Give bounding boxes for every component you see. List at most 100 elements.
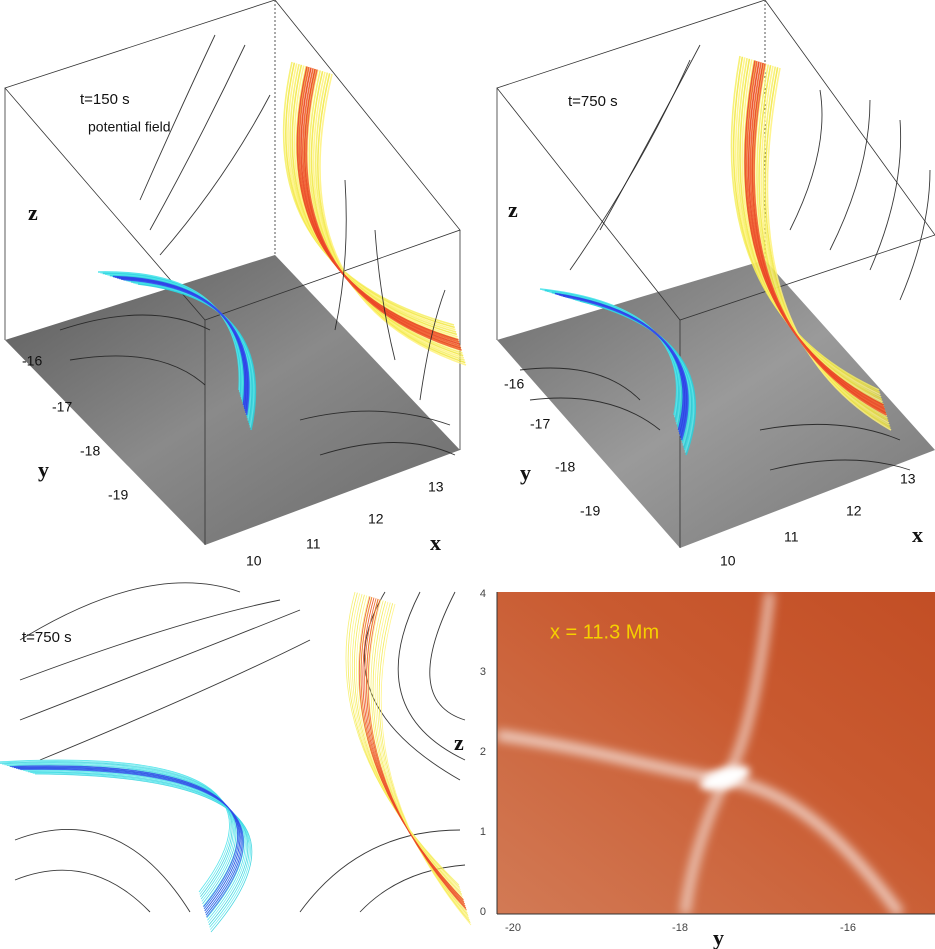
field-line bbox=[19, 768, 244, 918]
y-tick-label: -19 bbox=[108, 487, 128, 503]
field-line bbox=[319, 73, 467, 366]
z-tick-label: 1 bbox=[480, 826, 486, 838]
x-tick-label: 10 bbox=[246, 553, 262, 569]
field-line bbox=[769, 459, 911, 471]
y-label: y bbox=[38, 457, 49, 482]
x-tick-label: 12 bbox=[368, 511, 384, 527]
y-tick-label: -18 bbox=[80, 443, 100, 459]
field-line bbox=[529, 397, 661, 431]
floor bbox=[497, 260, 935, 548]
field-line bbox=[564, 295, 689, 441]
field-line bbox=[349, 593, 461, 890]
annotation: x = 11.3 Mm bbox=[550, 621, 659, 643]
field-line bbox=[305, 69, 462, 351]
time-label: t=150 s bbox=[80, 91, 130, 108]
panel-4: x = 11.3 Mm z y 0 1 2 3 4 -20 -18 -16 bbox=[454, 588, 935, 949]
field-line bbox=[59, 314, 211, 331]
field-line bbox=[739, 58, 883, 401]
field-line bbox=[753, 63, 887, 416]
field-line bbox=[366, 598, 467, 909]
z-label: z bbox=[454, 730, 464, 755]
field-line bbox=[764, 67, 891, 429]
field-line bbox=[362, 597, 465, 905]
z-tick-label: 3 bbox=[480, 666, 486, 678]
field-line bbox=[14, 829, 191, 913]
field-line bbox=[319, 442, 456, 456]
z-label: z bbox=[508, 197, 518, 222]
field-line bbox=[380, 603, 472, 926]
panel-2: t=750 s z y x -16 -17 -18 -19 10 11 12 1… bbox=[496, 0, 935, 569]
y-tick-label: -17 bbox=[530, 416, 550, 432]
field-line bbox=[569, 59, 691, 271]
box-top bbox=[496, 0, 935, 321]
z-tick-label: 4 bbox=[480, 588, 486, 600]
field-line bbox=[0, 761, 233, 897]
field-line bbox=[364, 598, 466, 907]
current-sheets bbox=[497, 592, 905, 914]
field-line bbox=[374, 229, 396, 361]
field-line bbox=[376, 602, 470, 921]
x-label: x bbox=[430, 530, 441, 555]
field-line bbox=[14, 869, 151, 913]
time-label: t=750 s bbox=[22, 629, 72, 646]
z-label: z bbox=[28, 200, 38, 225]
note: potential field bbox=[88, 119, 171, 135]
field-line bbox=[354, 594, 463, 895]
field-line bbox=[299, 410, 451, 426]
y-tick-label: -16 bbox=[840, 922, 856, 934]
field-line bbox=[579, 300, 696, 456]
field-line bbox=[429, 591, 466, 721]
field-line bbox=[360, 596, 465, 903]
field-line bbox=[370, 600, 468, 914]
field-line bbox=[759, 423, 901, 441]
field-line bbox=[374, 601, 470, 919]
field-line bbox=[299, 829, 461, 913]
x-tick-label: 13 bbox=[428, 479, 444, 495]
field-line bbox=[758, 65, 889, 422]
field-line bbox=[599, 44, 701, 231]
panel-1: t=150 s potential field z y x -16 -17 -1… bbox=[4, 0, 467, 569]
field-line bbox=[869, 119, 902, 271]
y-label: y bbox=[713, 925, 724, 949]
field-line bbox=[789, 89, 823, 231]
field-line bbox=[372, 601, 469, 916]
x-tick-label: 13 bbox=[900, 471, 916, 487]
x-label: x bbox=[912, 522, 923, 547]
x-tick-label: 10 bbox=[720, 553, 736, 569]
field-line bbox=[139, 34, 216, 201]
z-tick-label: 2 bbox=[480, 746, 486, 758]
field-line bbox=[19, 609, 301, 721]
field-line bbox=[19, 582, 241, 641]
field-line bbox=[159, 94, 271, 256]
field-line bbox=[334, 179, 347, 331]
field-line bbox=[137, 283, 257, 431]
field-line bbox=[315, 72, 465, 362]
field-bundle bbox=[97, 61, 467, 431]
field-line bbox=[122, 278, 250, 416]
field-line bbox=[359, 864, 466, 913]
x-tick-label: 11 bbox=[784, 529, 799, 545]
y-tick-label: -17 bbox=[52, 399, 72, 415]
field-bundle bbox=[539, 55, 892, 456]
field-lines bbox=[59, 34, 456, 456]
y-label: y bbox=[520, 460, 531, 485]
field-line bbox=[397, 591, 466, 761]
field-line bbox=[762, 66, 890, 426]
field-line bbox=[347, 592, 460, 888]
field-line bbox=[0, 759, 230, 893]
z-tick-label: 0 bbox=[480, 906, 486, 918]
x-tick-label: 11 bbox=[306, 536, 321, 552]
field-line bbox=[760, 65, 890, 424]
field-line bbox=[519, 367, 641, 401]
field-line bbox=[359, 596, 464, 901]
field-line bbox=[149, 44, 246, 231]
y-tick-label: -16 bbox=[504, 376, 524, 392]
field-line bbox=[737, 57, 882, 398]
y-tick-label: -19 bbox=[580, 503, 600, 519]
field-line bbox=[899, 169, 931, 301]
y-tick-label: -18 bbox=[555, 459, 575, 475]
y-tick-label: -20 bbox=[505, 922, 521, 934]
field-line bbox=[351, 594, 462, 893]
y-tick-label: -18 bbox=[672, 922, 688, 934]
